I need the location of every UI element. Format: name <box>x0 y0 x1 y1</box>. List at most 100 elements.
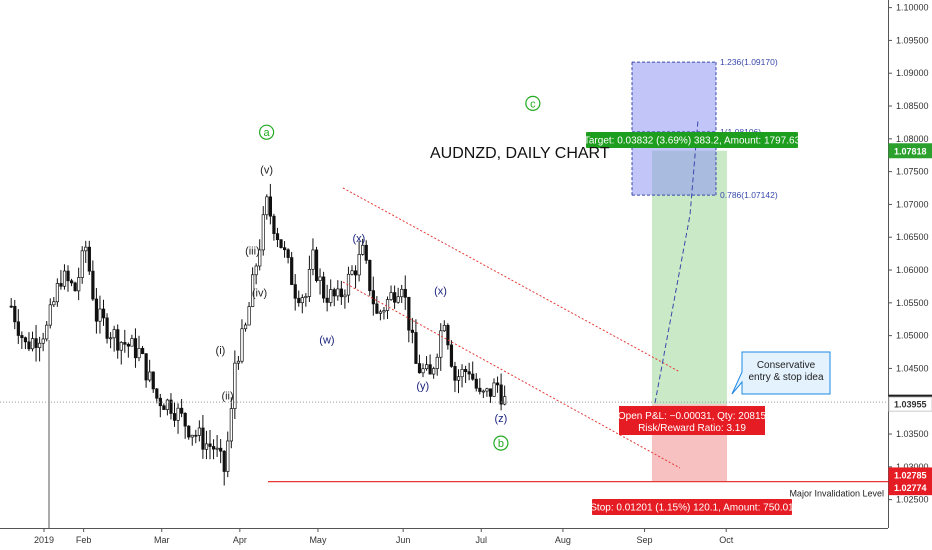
candle-body <box>336 288 340 297</box>
candle-body <box>151 371 155 390</box>
wave-circle <box>493 435 509 451</box>
candle-body <box>428 364 432 375</box>
pnl-box-bg <box>619 406 765 435</box>
candle-body <box>34 338 38 348</box>
wave-circle <box>525 95 541 111</box>
candle-body <box>378 311 383 314</box>
candle-body <box>467 371 471 375</box>
candle-body <box>414 332 418 364</box>
candle-body <box>417 363 422 374</box>
candle-body <box>474 378 478 389</box>
candle-body <box>233 362 237 409</box>
candle-body <box>258 249 262 267</box>
candle-body <box>38 342 42 348</box>
wave-label: (iv) <box>252 287 267 299</box>
candle-body <box>215 447 219 450</box>
x-tick-label: Sep <box>637 535 653 545</box>
candle-body <box>293 284 297 299</box>
candle-body <box>251 274 255 307</box>
fib-label: 1.236(1.09170) <box>720 57 778 67</box>
candle-body <box>393 292 397 303</box>
wave-label: (y) <box>416 380 429 392</box>
candle-body <box>279 239 283 249</box>
price-label-bg <box>888 143 932 159</box>
candle-body <box>478 387 482 392</box>
price-label: 1.02785 <box>894 470 927 480</box>
callout-text: entry & stop idea <box>748 372 823 383</box>
candle-body <box>503 396 507 405</box>
candle-body <box>77 277 81 292</box>
candle-body <box>116 329 120 351</box>
y-tick-label: 1.08000 <box>896 134 929 144</box>
candle-body <box>229 408 233 442</box>
candle-body <box>499 384 503 405</box>
candle-body <box>20 335 24 339</box>
drawing-lines: Major Invalidation Level <box>0 119 888 528</box>
y-tick-label: 1.03500 <box>896 429 929 439</box>
x-tick-label: Jul <box>475 535 487 545</box>
y-tick-label: 1.08500 <box>896 101 929 111</box>
price-label: 1.03955 <box>894 400 927 410</box>
y-tick-label: 1.10000 <box>896 3 929 13</box>
wave-circle <box>259 124 275 140</box>
y-tick-label: 1.04500 <box>896 363 929 373</box>
candle-body <box>222 450 226 472</box>
candle-body <box>148 371 152 381</box>
candle-body <box>45 324 49 340</box>
candle-body <box>410 329 414 333</box>
candle-body <box>62 270 67 287</box>
x-tick-label: Feb <box>76 535 92 545</box>
x-tick-label: 2019 <box>34 535 54 545</box>
y-tick-label: 1.07500 <box>896 167 929 177</box>
candle-body <box>464 369 468 373</box>
invalidation-label: Major Invalidation Level <box>789 489 884 499</box>
candle-body <box>425 364 429 370</box>
stop-label: Stop: 0.01201 (1.15%) 120.1, Amount: 750… <box>590 503 794 514</box>
candle-body <box>421 368 425 374</box>
candle-body <box>329 289 333 303</box>
x-tick-label: Aug <box>555 535 571 545</box>
candle-body <box>187 425 191 438</box>
candle-body <box>165 399 170 410</box>
candle-body <box>325 297 329 303</box>
candle-body <box>27 341 31 350</box>
candle-body <box>87 246 91 272</box>
stop-label-bg <box>592 499 792 515</box>
candle-body <box>332 289 336 297</box>
x-tick-label: Apr <box>233 535 247 545</box>
candle-body <box>197 427 201 436</box>
channel-lower <box>342 281 681 469</box>
candle-body <box>286 249 290 258</box>
candle-body <box>219 447 223 452</box>
candle-body <box>265 196 269 216</box>
candle-body <box>204 443 209 450</box>
candle-body <box>314 249 319 281</box>
fib-label: 0.786(1.07142) <box>720 190 778 200</box>
candle-body <box>13 305 17 323</box>
candle-body <box>126 343 131 347</box>
candle-body <box>94 298 99 322</box>
risk-reward-label: Risk/Reward Ratio: 3.19 <box>638 423 746 434</box>
candle-body <box>492 382 496 397</box>
candles-layer <box>9 183 507 486</box>
candle-body <box>16 321 20 336</box>
y-tick-label: 1.09000 <box>896 68 929 78</box>
candle-body <box>123 342 127 345</box>
wave-label: (iii) <box>245 245 260 257</box>
candle-body <box>141 347 145 354</box>
candle-body <box>130 338 134 347</box>
candle-body <box>371 290 375 305</box>
candle-body <box>101 308 106 319</box>
candle-body <box>403 288 407 298</box>
candle-body <box>354 270 358 276</box>
candle-body <box>449 344 454 367</box>
y-tick-label: 1.09500 <box>896 35 929 45</box>
wave-labels: a (v) (iii) (iv) (i) (ii) (x) (w) (x) (y) (z) b c Tar… <box>216 95 831 515</box>
price-label-bg <box>888 480 932 496</box>
x-tick-label: Mar <box>154 535 170 545</box>
candle-body <box>290 257 294 285</box>
x-tick-label: Jun <box>396 535 411 545</box>
candle-body <box>9 305 13 308</box>
